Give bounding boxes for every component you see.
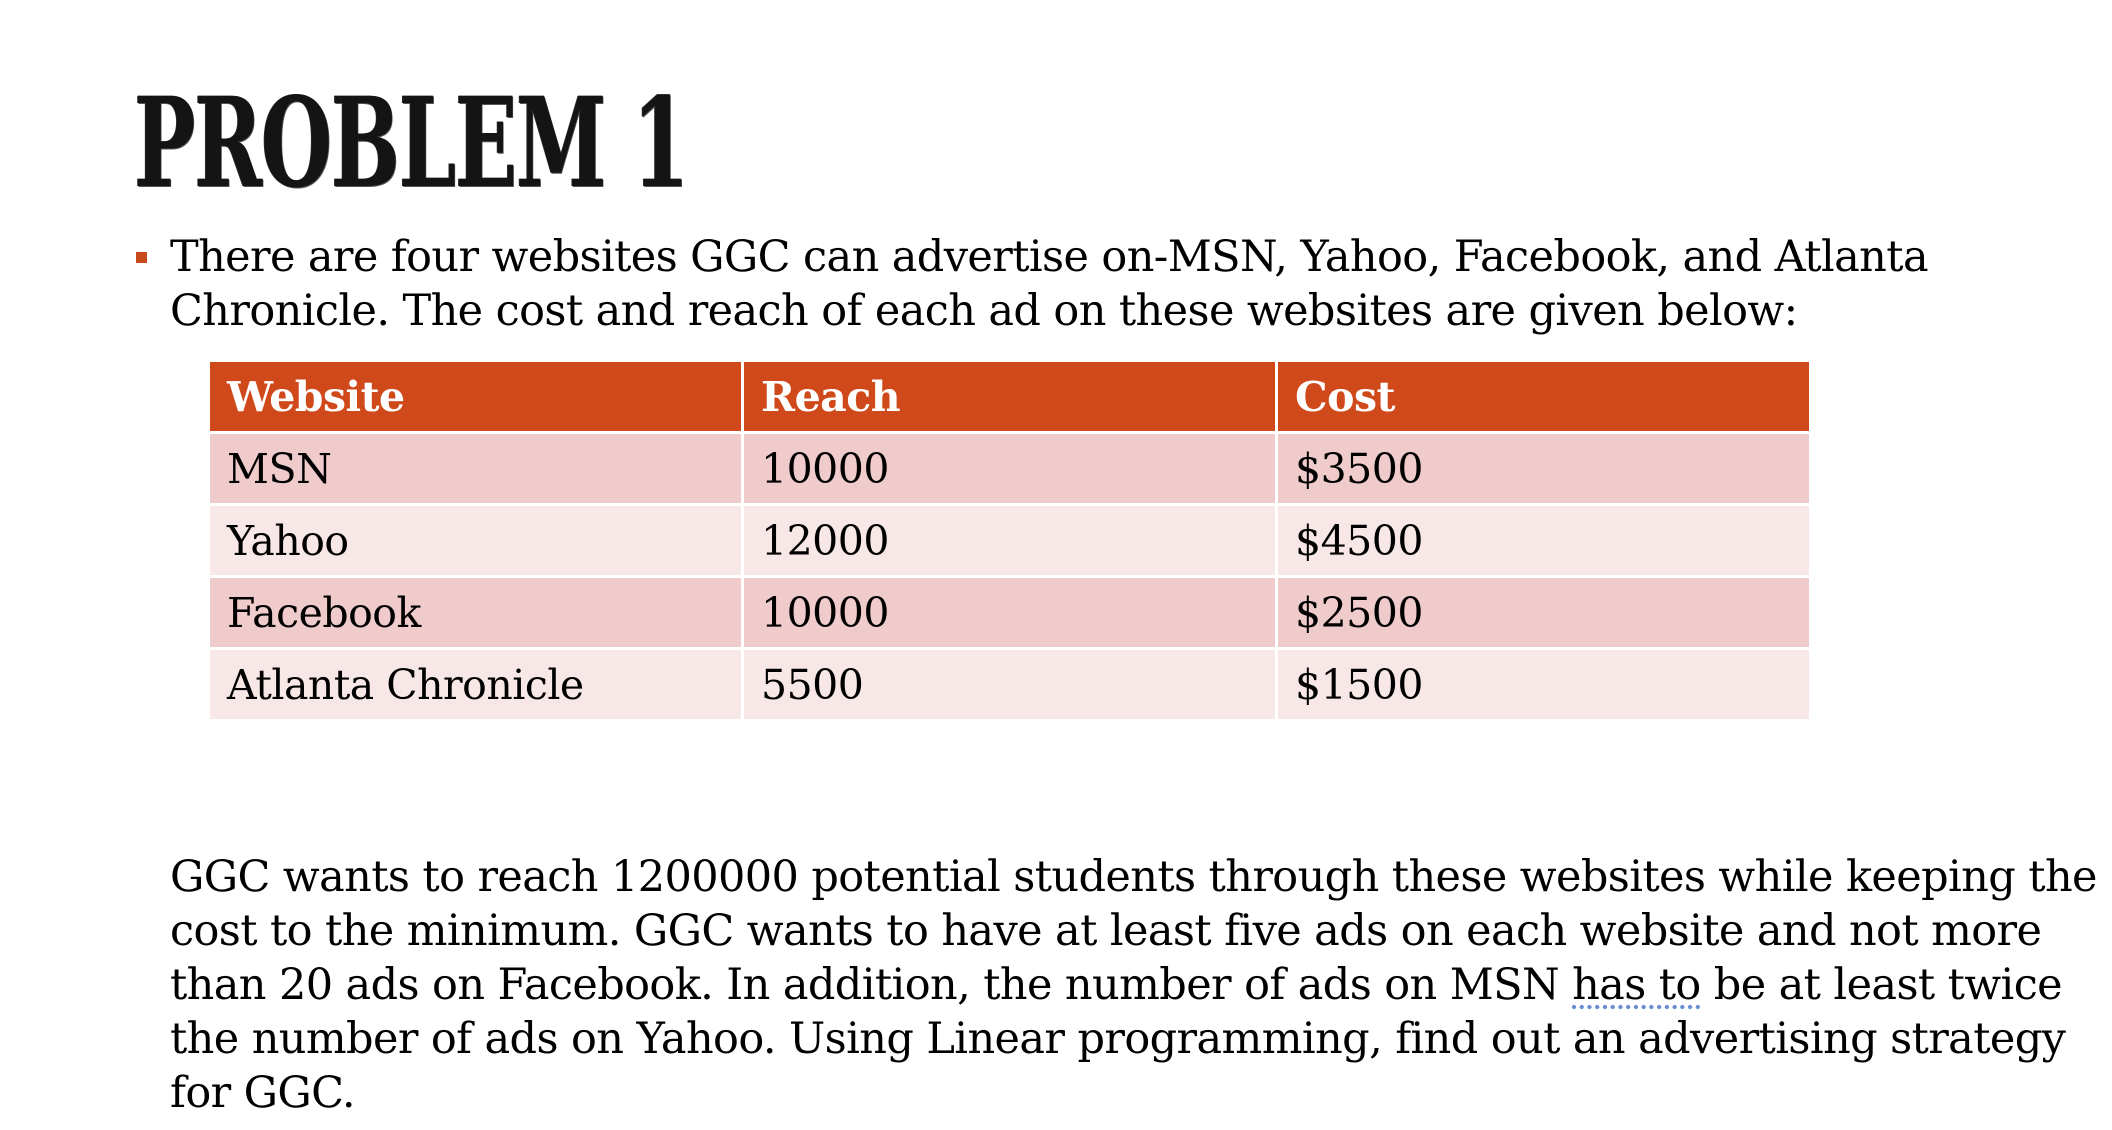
table-row: MSN 10000 $3500 [207, 431, 1812, 506]
bullet-square-icon [136, 252, 147, 263]
cell-cost: $3500 [1275, 431, 1812, 506]
header-cost: Cost [1275, 359, 1812, 434]
website-table: Website Reach Cost MSN 10000 $3500 Yahoo… [207, 359, 1812, 722]
cell-reach: 5500 [741, 647, 1278, 722]
table-header-row: Website Reach Cost [207, 359, 1812, 434]
table-row: Yahoo 12000 $4500 [207, 503, 1812, 578]
table-row: Atlanta Chronicle 5500 $1500 [207, 647, 1812, 722]
header-website: Website [207, 359, 744, 434]
cell-website: Atlanta Chronicle [207, 647, 744, 722]
header-reach: Reach [741, 359, 1278, 434]
cell-cost: $1500 [1275, 647, 1812, 722]
cell-reach: 10000 [741, 575, 1278, 650]
table-row: Facebook 10000 $2500 [207, 575, 1812, 650]
cell-website: MSN [207, 431, 744, 506]
cell-reach: 10000 [741, 431, 1278, 506]
paragraph-text-after: be at least twice the number of ads on Y… [170, 960, 2066, 1118]
cell-website: Yahoo [207, 503, 744, 578]
cell-reach: 12000 [741, 503, 1278, 578]
slide-title: PROBLEM 1 [134, 71, 689, 216]
cell-cost: $2500 [1275, 575, 1812, 650]
bullet-text: There are four websites GGC can advertis… [170, 232, 1929, 336]
problem-paragraph: GGC wants to reach 1200000 potential stu… [170, 850, 2110, 1120]
cell-cost: $4500 [1275, 503, 1812, 578]
paragraph-underlined-phrase: has to [1572, 960, 1701, 1010]
paragraph-text-before: GGC wants to reach 1200000 potential stu… [170, 852, 2097, 1010]
cell-website: Facebook [207, 575, 744, 650]
